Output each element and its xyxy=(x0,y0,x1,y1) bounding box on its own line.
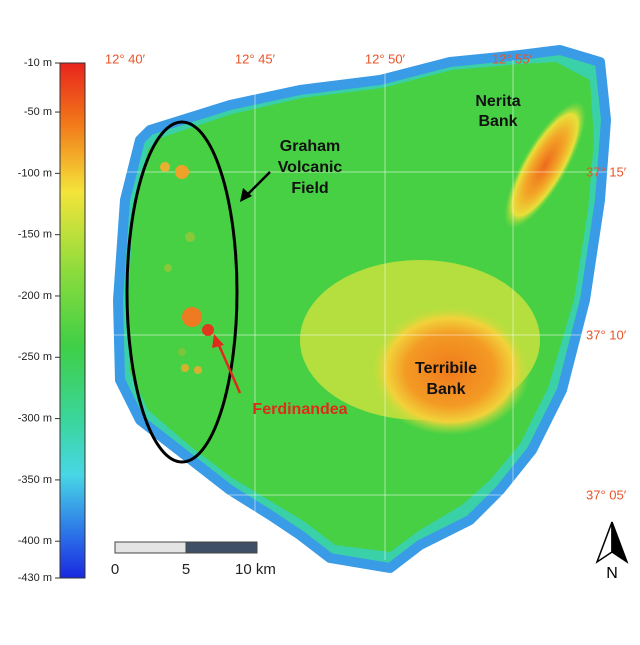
colorbar-label: -50 m xyxy=(24,106,52,118)
longitude-label: 12° 40′ xyxy=(105,51,146,66)
colorbar-label: -350 m xyxy=(18,474,52,486)
ferdinandea-label: Ferdinandea xyxy=(252,401,347,418)
colorbar xyxy=(59,62,86,579)
north-label: N xyxy=(606,565,618,582)
nerita-label: Bank xyxy=(478,113,517,130)
graham-label: Volcanic xyxy=(278,159,343,176)
colorbar-ticks: -10 m -50 m -100 m -150 m -200 m -250 m -300 m… xyxy=(18,57,60,584)
longitude-label: 12° 50′ xyxy=(365,51,406,66)
colorbar-label: -300 m xyxy=(18,413,52,425)
colorbar-label: -200 m xyxy=(18,290,52,302)
latitude-label: 37° 10′ xyxy=(586,327,627,342)
colorbar-label: -430 m xyxy=(18,572,52,584)
shoal-nerita xyxy=(504,101,586,229)
graham-label: Field xyxy=(291,180,328,197)
place-labels: Graham Volcanic Field Nerita Bank Terrib… xyxy=(252,93,520,418)
coordinates: 12° 40′ 12° 45′ 12° 50′ 12° 55′ 37° 15′ … xyxy=(105,51,627,502)
scale-label: 5 xyxy=(182,561,190,578)
colorbar-label: -400 m xyxy=(18,535,52,547)
shoal-terribile xyxy=(370,305,530,435)
nerita-label: Nerita xyxy=(475,93,520,110)
latitude-label: 37° 05′ xyxy=(586,487,627,502)
colorbar-label: -10 m xyxy=(24,57,52,69)
longitude-label: 12° 55′ xyxy=(492,51,533,66)
north-arrow: N xyxy=(595,521,629,582)
volcanoes xyxy=(160,162,214,374)
graham-outline xyxy=(125,120,239,464)
grid xyxy=(100,60,610,560)
scale-bar: 0 5 10 km xyxy=(111,541,276,578)
colorbar-label: -100 m xyxy=(18,167,52,179)
ferdinandea-arrow xyxy=(212,334,242,394)
terribile-label: Terribile xyxy=(415,360,477,377)
scale-label: 0 xyxy=(111,561,119,578)
longitude-label: 12° 45′ xyxy=(235,51,276,66)
latitude-label: 37° 15′ xyxy=(586,164,627,179)
scale-label: 10 km xyxy=(235,561,276,578)
terribile-label: Bank xyxy=(426,381,465,398)
colorbar-label: -250 m xyxy=(18,351,52,363)
colorbar-label: -150 m xyxy=(18,229,52,241)
graham-label: Graham xyxy=(280,138,340,155)
graham-arrow xyxy=(240,171,271,202)
